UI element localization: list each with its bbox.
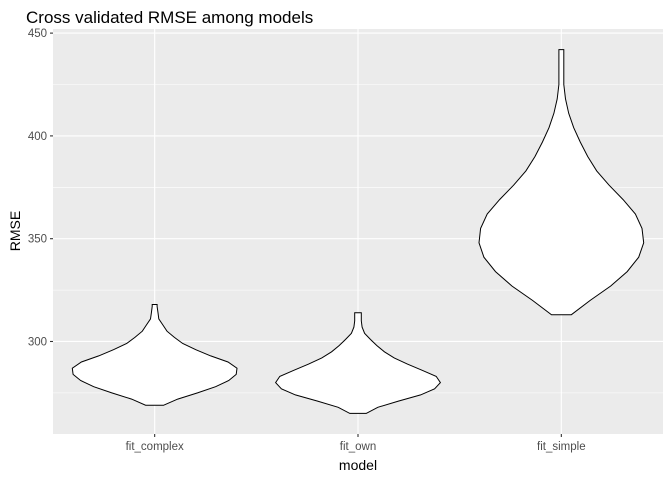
y-tick-label: 350 <box>28 234 47 246</box>
y-axis: 300 350 400 450 <box>28 28 53 348</box>
violin-fit_complex <box>71 304 238 406</box>
chart-title: Cross validated RMSE among models <box>26 8 313 27</box>
x-tick-label: fit_complex <box>126 441 184 453</box>
violin-fit_simple <box>478 49 645 316</box>
x-tick-label: fit_simple <box>537 441 586 453</box>
x-tick-label: fit_own <box>340 441 376 453</box>
y-tick-label: 300 <box>28 336 47 348</box>
x-axis: fit_complex fit_own fit_simple <box>126 434 586 453</box>
violins <box>71 49 645 414</box>
y-tick-label: 400 <box>28 131 47 143</box>
x-axis-title: model <box>339 457 377 473</box>
y-tick-label: 450 <box>28 28 47 40</box>
violin-fit_own <box>274 312 442 414</box>
y-axis-title: RMSE <box>7 211 23 251</box>
